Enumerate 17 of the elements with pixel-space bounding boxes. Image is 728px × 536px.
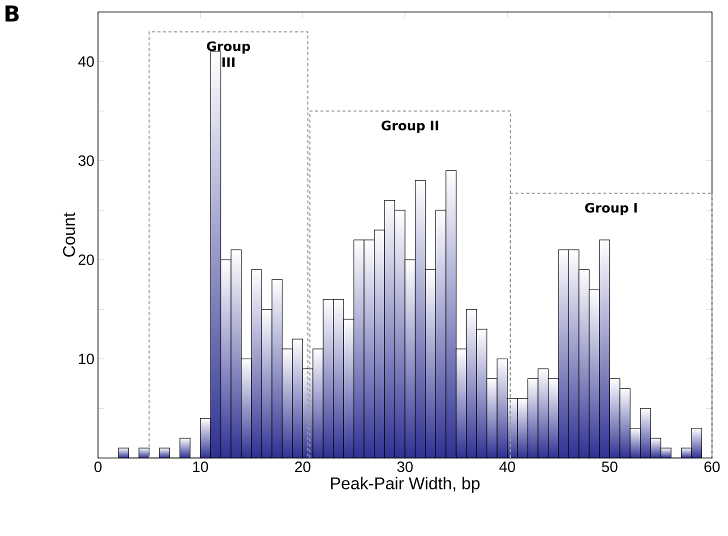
x-tick-label: 60 [704, 462, 720, 472]
y-tick-label: 40 [78, 56, 94, 67]
text: B [6, 6, 19, 22]
y-tick-label: 10 [79, 354, 94, 364]
x-tick-label: 10 [193, 462, 208, 472]
x-tick-label: 40 [499, 462, 516, 472]
y-tick-label: 30 [78, 155, 94, 166]
x-tick-label: 20 [295, 462, 310, 472]
y-tick-label: 20 [78, 254, 94, 266]
x-tick-label: 30 [397, 462, 413, 472]
annotation: Group I [585, 202, 637, 216]
x-tick-label: 50 [602, 462, 618, 472]
annotation: Group II [382, 120, 438, 133]
x-axis-title: Peak-Pair Width, bp [331, 476, 480, 493]
annotation: Group III [206, 41, 250, 67]
y-axis-title: Count [63, 212, 76, 257]
x-tick-label: 0 [94, 462, 102, 472]
